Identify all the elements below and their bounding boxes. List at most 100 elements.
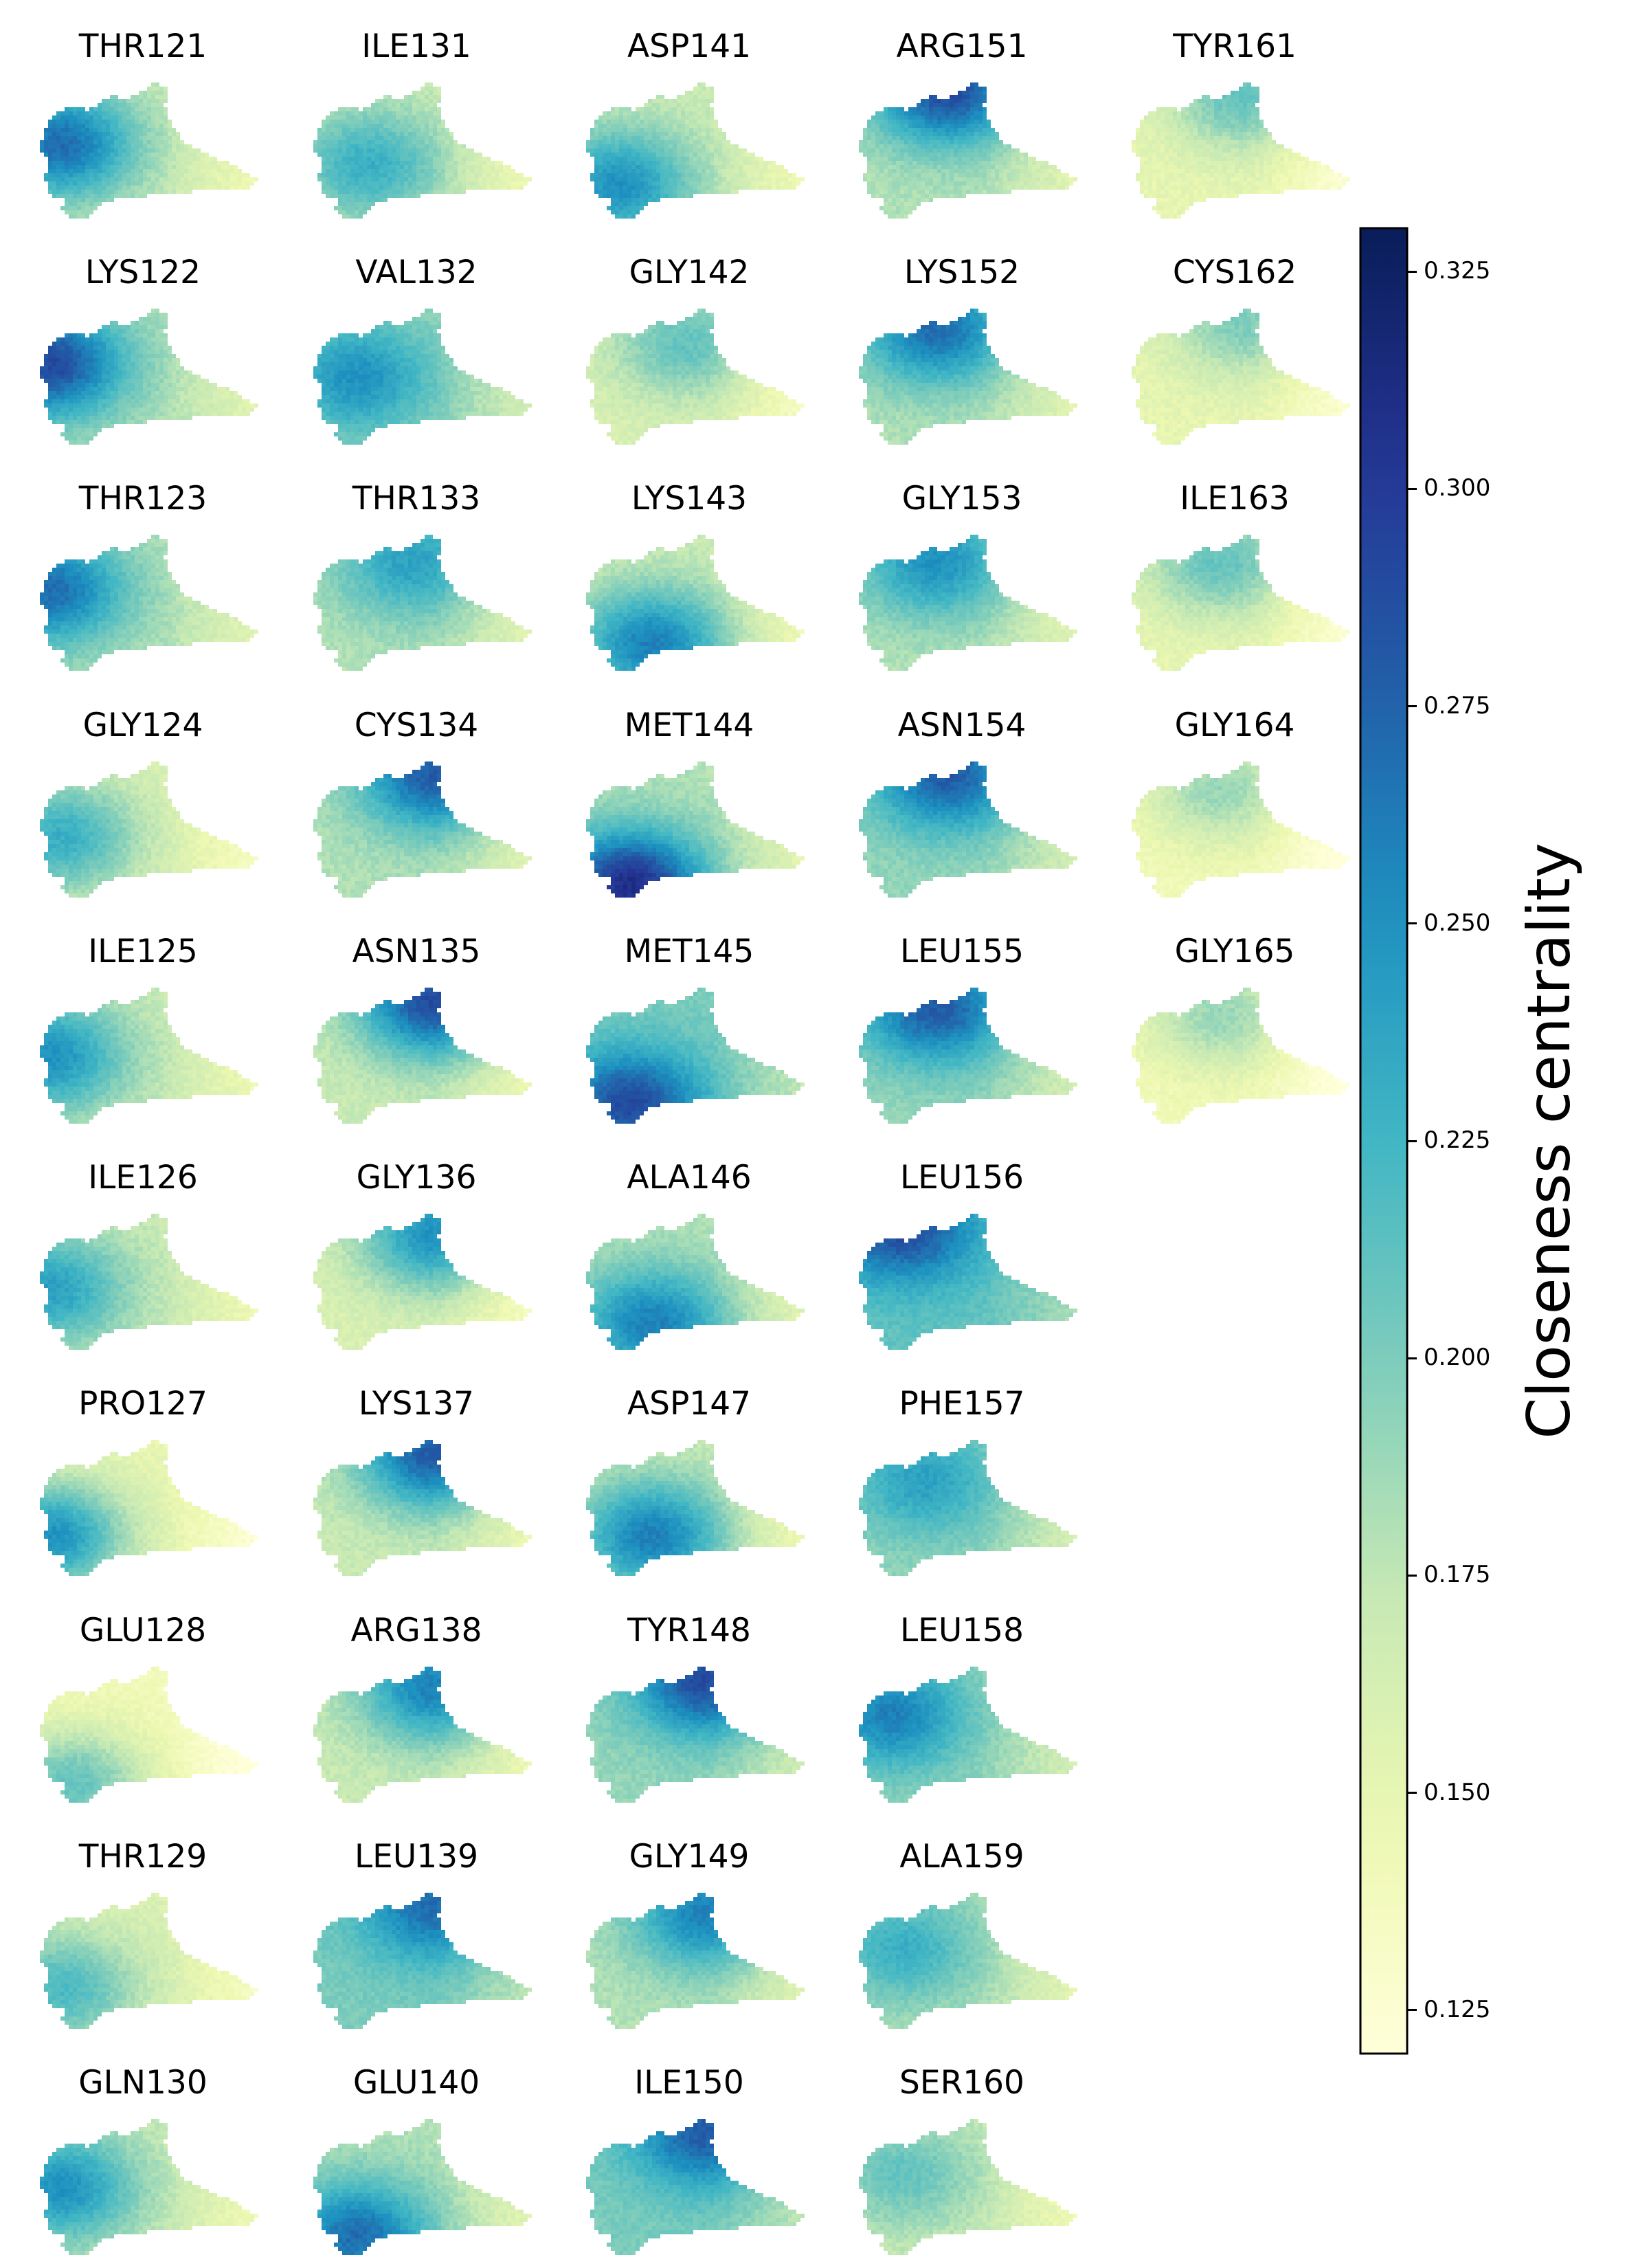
- colorbar-tick-label: 0.300: [1424, 474, 1490, 502]
- panel-title: PRO127: [19, 1385, 267, 1423]
- panel-title: GLY165: [1111, 933, 1358, 970]
- panel-title: LEU139: [293, 1838, 540, 1876]
- heatmap-panel-gly164: [1132, 761, 1350, 898]
- heatmap-panel-gly142: [586, 309, 805, 445]
- panel-title: CYS134: [293, 707, 540, 744]
- panel-title: ASP147: [565, 1385, 813, 1423]
- colorbar-tick: [1407, 2009, 1417, 2012]
- panel-title: SER160: [838, 2064, 1086, 2102]
- heatmap-panel-met144: [586, 761, 805, 898]
- colorbar-label: Closeness centrality: [1515, 843, 1584, 1439]
- panel-title: GLY142: [565, 254, 813, 291]
- heatmap-panel-thr123: [40, 535, 258, 671]
- panel-title: GLU128: [19, 1612, 267, 1649]
- heatmap-panel-phe157: [859, 1440, 1077, 1576]
- heatmap-panel-gly149: [586, 1893, 805, 2029]
- panel-title: GLY153: [838, 480, 1086, 518]
- panel-title: GLY164: [1111, 707, 1358, 744]
- panel-title: ILE126: [19, 1159, 267, 1197]
- panel-title: THR123: [19, 480, 267, 518]
- heatmap-panel-ile150: [586, 2119, 805, 2255]
- panel-title: THR121: [19, 27, 267, 65]
- colorbar-tick: [1407, 922, 1417, 925]
- heatmap-panel-ile163: [1132, 535, 1350, 671]
- heatmap-panel-ala146: [586, 1214, 805, 1350]
- panel-title: TYR161: [1111, 27, 1358, 65]
- heatmap-panel-thr121: [40, 82, 258, 219]
- heatmap-panel-ala159: [859, 1893, 1077, 2029]
- panel-title: LYS122: [19, 254, 267, 291]
- panel-title: ALA159: [838, 1838, 1086, 1876]
- heatmap-panel-gly153: [859, 535, 1077, 671]
- colorbar-tick-label: 0.250: [1424, 909, 1490, 937]
- colorbar-tick-label: 0.200: [1424, 1344, 1490, 1371]
- panel-title: ASN135: [293, 933, 540, 970]
- heatmap-panel-lys152: [859, 309, 1077, 445]
- heatmap-panel-asn154: [859, 761, 1077, 898]
- heatmap-panel-ile125: [40, 988, 258, 1124]
- heatmap-panel-tyr148: [586, 1667, 805, 1803]
- heatmap-panel-pro127: [40, 1440, 258, 1576]
- colorbar-tick-label: 0.175: [1424, 1561, 1490, 1588]
- colorbar-tick-label: 0.275: [1424, 692, 1490, 720]
- heatmap-panel-asn135: [313, 988, 532, 1124]
- heatmap-panel-glu140: [313, 2119, 532, 2255]
- panel-title: ALA146: [565, 1159, 813, 1197]
- panel-title: LEU155: [838, 933, 1086, 970]
- panel-title: VAL132: [293, 254, 540, 291]
- panel-title: PHE157: [838, 1385, 1086, 1423]
- heatmap-panel-leu155: [859, 988, 1077, 1124]
- heatmap-panel-arg138: [313, 1667, 532, 1803]
- panel-title: THR133: [293, 480, 540, 518]
- heatmap-panel-cys134: [313, 761, 532, 898]
- colorbar-tick: [1407, 1792, 1417, 1794]
- heatmap-panel-gly165: [1132, 988, 1350, 1124]
- panel-title: ARG151: [838, 27, 1086, 65]
- panel-title: ASN154: [838, 707, 1086, 744]
- heatmap-panel-ile126: [40, 1214, 258, 1350]
- heatmap-panel-val132: [313, 309, 532, 445]
- panel-title: ARG138: [293, 1612, 540, 1649]
- panel-title: LYS143: [565, 480, 813, 518]
- heatmap-panel-glu128: [40, 1667, 258, 1803]
- heatmap-panel-gly136: [313, 1214, 532, 1350]
- heatmap-panel-leu156: [859, 1214, 1077, 1350]
- heatmap-panel-ile131: [313, 82, 532, 219]
- heatmap-panel-asp147: [586, 1440, 805, 1576]
- heatmap-panel-gln130: [40, 2119, 258, 2255]
- panel-title: THR129: [19, 1838, 267, 1876]
- heatmap-panel-tyr161: [1132, 82, 1350, 219]
- colorbar-tick: [1407, 1574, 1417, 1577]
- colorbar-tick: [1407, 1357, 1417, 1359]
- heatmap-panel-gly124: [40, 761, 258, 898]
- panel-title: ILE150: [565, 2064, 813, 2102]
- colorbar-tick: [1407, 487, 1417, 490]
- panel-title: LEU156: [838, 1159, 1086, 1197]
- heatmap-panel-arg151: [859, 82, 1077, 219]
- heatmap-panel-asp141: [586, 82, 805, 219]
- colorbar-tick: [1407, 1139, 1417, 1142]
- panel-title: CYS162: [1111, 254, 1358, 291]
- panel-title: TYR148: [565, 1612, 813, 1649]
- panel-title: GLY136: [293, 1159, 540, 1197]
- panel-title: GLY149: [565, 1838, 813, 1876]
- panel-title: ILE131: [293, 27, 540, 65]
- panel-title: LYS137: [293, 1385, 540, 1423]
- panel-title: MET145: [565, 933, 813, 970]
- heatmap-panel-leu158: [859, 1667, 1077, 1803]
- heatmap-panel-leu139: [313, 1893, 532, 2029]
- panel-title: LEU158: [838, 1612, 1086, 1649]
- colorbar-tick-label: 0.125: [1424, 1996, 1490, 2023]
- panel-title: ILE125: [19, 933, 267, 970]
- panel-title: GLN130: [19, 2064, 267, 2102]
- colorbar-tick: [1407, 705, 1417, 708]
- colorbar-gradient: [1359, 227, 1409, 2055]
- heatmap-panel-lys122: [40, 309, 258, 445]
- colorbar-tick: [1407, 270, 1417, 273]
- panel-title: ASP141: [565, 27, 813, 65]
- panel-title: ILE163: [1111, 480, 1358, 518]
- panel-title: MET144: [565, 707, 813, 744]
- colorbar-tick-label: 0.150: [1424, 1779, 1490, 1806]
- heatmap-panel-ser160: [859, 2119, 1077, 2255]
